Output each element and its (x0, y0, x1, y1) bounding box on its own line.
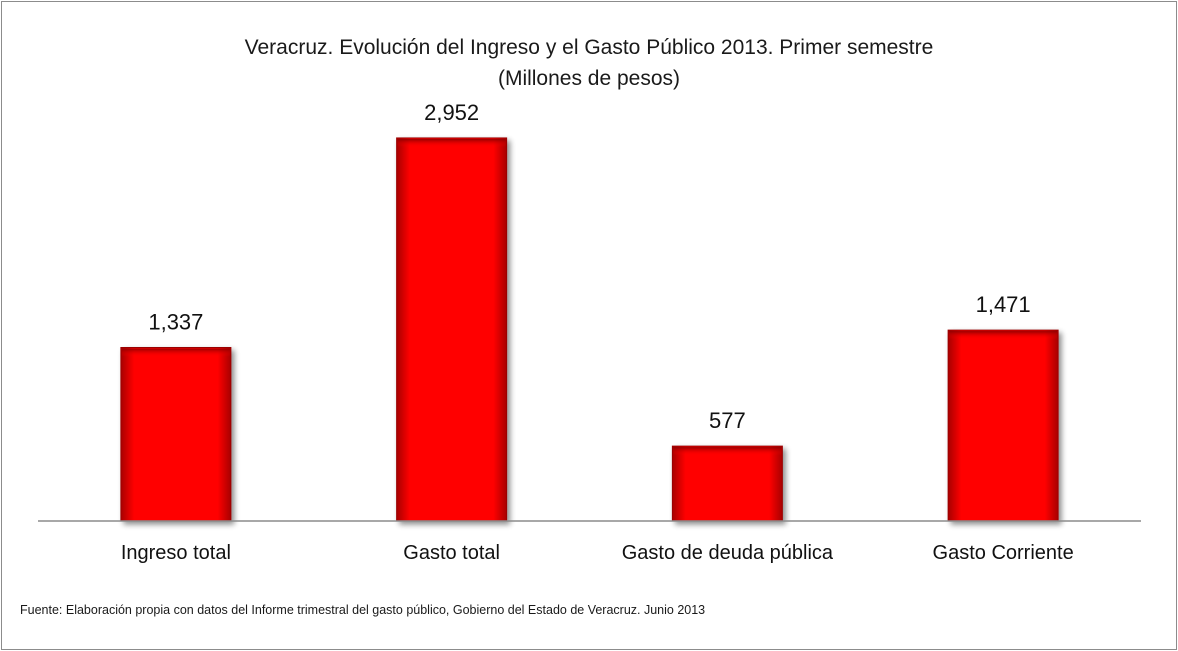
value-label: 2,952 (424, 100, 479, 125)
category-label: Ingreso total (121, 542, 231, 564)
bars-layer (120, 137, 1059, 522)
bar-gasto-corriente (947, 329, 1059, 522)
source-note: Fuente: Elaboración propia con datos del… (20, 603, 706, 617)
bar-top-bevel (949, 331, 1058, 340)
labels-layer: 1,337 Ingreso total 2,952 Gasto total 577 Gas… (121, 100, 1074, 564)
category-label: Gasto de deuda pública (622, 542, 834, 564)
chart-title: Veracruz. Evolución del Ingreso y el Gas… (244, 36, 934, 59)
bar-rect (671, 445, 783, 522)
bar-gasto-total (396, 137, 508, 522)
chart-title-block: Veracruz. Evolución del Ingreso y el Gas… (0, 32, 1178, 94)
bar-gasto-de-deuda-pública (671, 445, 783, 522)
value-label: 1,471 (976, 292, 1031, 317)
bar-rect (120, 347, 232, 522)
category-label: Gasto Corriente (933, 542, 1074, 564)
value-label: 577 (709, 408, 746, 433)
bar-top-bevel (121, 348, 230, 357)
bar-rect (396, 137, 508, 522)
chart-subtitle: (Millones de pesos) (497, 67, 681, 90)
bar-rect (947, 329, 1059, 522)
bar-ingreso-total (120, 347, 232, 522)
bar-top-bevel (397, 138, 506, 147)
bar-top-bevel (673, 447, 782, 456)
value-label: 1,337 (148, 310, 203, 335)
category-label: Gasto total (403, 542, 500, 564)
